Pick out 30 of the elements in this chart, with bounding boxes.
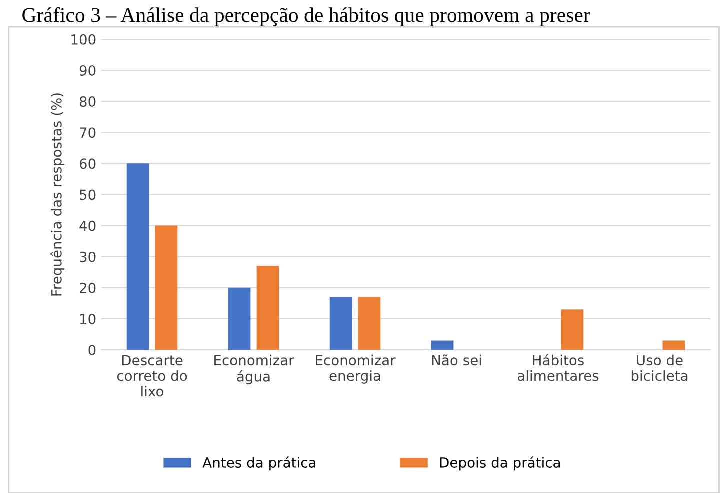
x-tick-label: Economizar energia — [316, 354, 396, 384]
y-tick-label: 70 — [80, 128, 96, 138]
bar — [662, 340, 686, 350]
y-axis-title: Frequência das respostas (%) — [50, 94, 65, 296]
y-tick-label: 100 — [72, 34, 96, 45]
legend-label: Antes da prática — [202, 456, 316, 471]
y-tick-label: 0 — [88, 345, 96, 356]
y-tick-label: 90 — [80, 65, 96, 76]
x-tick-label: Descarte correto do lixo — [117, 355, 188, 397]
bar — [358, 297, 381, 350]
bar — [126, 164, 150, 350]
x-tick-label: Uso de bicicleta — [632, 354, 688, 382]
legend-label: Depois da prática — [440, 456, 560, 471]
bar — [256, 266, 280, 350]
x-tick-label: Hábitos alimentares — [518, 354, 599, 382]
y-tick-label: 60 — [80, 158, 96, 170]
y-tick-label: 10 — [80, 314, 96, 324]
y-tick-label: 40 — [80, 220, 96, 232]
x-tick-label: Não sei — [432, 354, 482, 366]
bar — [431, 340, 454, 350]
chart-title: Gráfico 3 – Análise da percepção de hábitos que promovem a preser — [22, 7, 590, 26]
bar — [155, 226, 178, 350]
x-tick-label: Economizar água — [214, 354, 294, 385]
bar — [330, 297, 352, 350]
y-tick-label: 20 — [80, 282, 96, 294]
bar — [228, 288, 251, 350]
y-tick-label: 80 — [80, 96, 96, 108]
bar — [561, 310, 584, 350]
y-tick-label: 50 — [80, 190, 96, 200]
y-tick-label: 30 — [80, 252, 96, 262]
